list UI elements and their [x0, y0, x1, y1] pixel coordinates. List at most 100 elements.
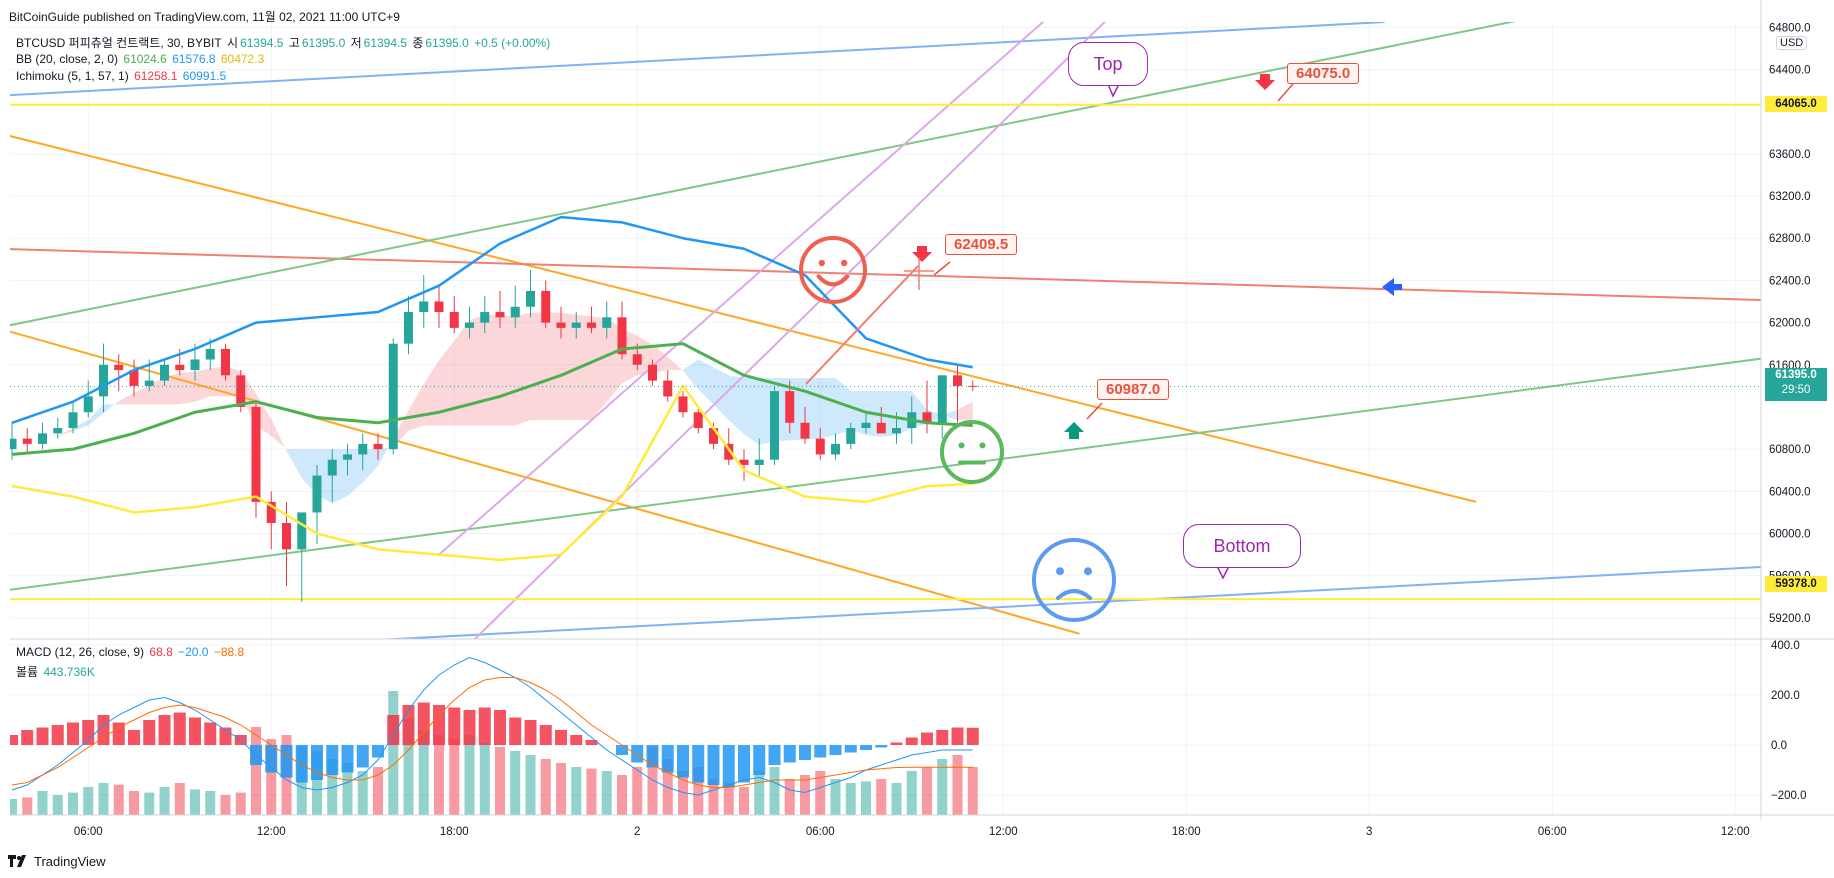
time-tick-label: 12:00 [1721, 826, 1750, 838]
cloud-segment [530, 312, 546, 421]
bubble-top[interactable]: Top [1068, 42, 1148, 86]
candle-body [754, 459, 764, 465]
candles [10, 269, 978, 603]
face-eye [818, 259, 825, 267]
macd-histogram-bar [829, 745, 842, 755]
price-tag-bottom: 59378.0 [1765, 576, 1827, 592]
volume-bar [784, 779, 795, 815]
volume-bar [632, 767, 643, 815]
volume-bar [845, 783, 856, 815]
trend-lines [10, 22, 1761, 639]
trend-line [10, 248, 1761, 301]
cloud-segment [134, 384, 150, 405]
up-arrow-icon [1064, 422, 1084, 439]
price-tick-label: 60000.0 [1769, 529, 1811, 541]
macd-histogram-bar [448, 707, 461, 745]
macd-histogram-bar [768, 745, 781, 765]
volume-bar [617, 775, 627, 815]
projection-line [805, 265, 919, 385]
macd-histogram-bar [280, 745, 293, 778]
macd-histogram-bar [661, 745, 674, 773]
price-tick-label: 60400.0 [1769, 486, 1811, 498]
currency-label[interactable]: USD [1776, 36, 1808, 50]
candle-body [388, 343, 398, 450]
cloud-segment [118, 392, 134, 405]
volume-bar [906, 771, 917, 815]
macd-histogram-bar [311, 745, 323, 780]
candle-body [678, 396, 688, 413]
time-tick-label: 06:00 [74, 826, 103, 838]
cloud-segment [103, 400, 119, 414]
ohlc-change: +0.5 (+0.00%) [474, 36, 551, 50]
neutral-face-icon [940, 420, 1004, 484]
macd-histogram-bar [82, 720, 95, 745]
price-tick-label: 64400.0 [1769, 64, 1811, 76]
candle-body [22, 438, 32, 444]
macd-tick-label: 400.0 [1771, 640, 1800, 652]
bubble-bottom[interactable]: Bottom [1183, 524, 1301, 568]
face-mouth [1056, 589, 1092, 600]
time-tick-label: 06:00 [1538, 826, 1567, 838]
ohlc-close: 61395.0 [425, 36, 469, 50]
macd-signal-line [11, 677, 973, 788]
volume-bar [708, 779, 719, 815]
macd-histogram-bar [10, 735, 18, 745]
publisher-line: BitCoinGuide published on TradingView.co… [9, 10, 400, 24]
macd-histogram-bar [417, 702, 430, 745]
trend-line [10, 357, 1761, 591]
cloud-segment [942, 409, 958, 421]
footer-brand[interactable]: TradingView [8, 854, 106, 869]
candle-body [144, 380, 154, 386]
callout-64075[interactable]: 64075.0 [1287, 63, 1360, 84]
volume-bar [220, 795, 231, 815]
price-tag-countdown: 29:50 [1781, 384, 1811, 396]
ichimoku-legend[interactable]: Ichimoku (5, 1, 57, 1) 61258.1 60991.5 [16, 69, 228, 83]
macd-histogram-bar [844, 745, 857, 753]
macd-histogram-bar [951, 727, 964, 745]
macd-legend[interactable]: MACD (12, 26, close, 9) 68.8 −20.0 −88.8 [16, 645, 246, 659]
volume-bar [479, 743, 490, 815]
bubble-bottom-tail [1216, 565, 1230, 580]
volume-bar [312, 751, 322, 815]
symbol-legend[interactable]: BTCUSD 퍼피츄얼 컨트랙트, 30, BYBIT 시 61394.5 고 61… [16, 34, 552, 51]
macd-histogram-bar [341, 745, 354, 773]
bb-upper-line [11, 215, 973, 424]
face-eye [979, 442, 986, 449]
bb-legend[interactable]: BB (20, close, 2, 0) 61024.6 61576.8 604… [16, 52, 266, 66]
volume-bar [693, 767, 704, 815]
footer-brand-text: TradingView [34, 854, 106, 869]
price-tag-current-value: 61395.0 [1775, 369, 1817, 381]
callout-60987[interactable]: 60987.0 [1097, 379, 1170, 400]
ichimoku-label: Ichimoku (5, 1, 57, 1) [16, 69, 129, 83]
price-tag-current: 61395.0 29:50 [1765, 368, 1827, 401]
macd-tick-label: 200.0 [1771, 690, 1800, 702]
macd-histogram-bar [36, 727, 49, 745]
candle-body [266, 501, 276, 523]
macd-histogram-bar [158, 715, 171, 745]
cloud-segment [408, 384, 424, 431]
cloud-segment [500, 315, 516, 426]
cloud-segment [820, 377, 836, 439]
volume-bar [556, 763, 566, 815]
time-tick-label: 06:00 [806, 826, 835, 838]
volume-bar [373, 767, 383, 815]
ohlc-high-label: 고 [288, 36, 300, 50]
macd-histogram-bar [478, 707, 491, 745]
trend-line [438, 22, 1045, 556]
macd-signal-value: −88.8 [213, 645, 245, 659]
bb-basis-line [11, 342, 973, 456]
cloud-segment [698, 359, 714, 405]
candle-body [922, 412, 932, 423]
callout-leader-line [1277, 83, 1294, 102]
candle-body [495, 312, 505, 318]
candle-body [892, 428, 901, 434]
cloud-segment [179, 371, 195, 405]
volume-legend[interactable]: 볼륨 443.736K [16, 663, 97, 680]
candle-body [434, 301, 444, 313]
candle-body [571, 322, 581, 328]
callout-62409[interactable]: 62409.5 [945, 234, 1018, 255]
macd-histogram-bar [326, 745, 339, 775]
price-tick-label: 62400.0 [1769, 275, 1811, 287]
volume-bar [449, 739, 460, 815]
